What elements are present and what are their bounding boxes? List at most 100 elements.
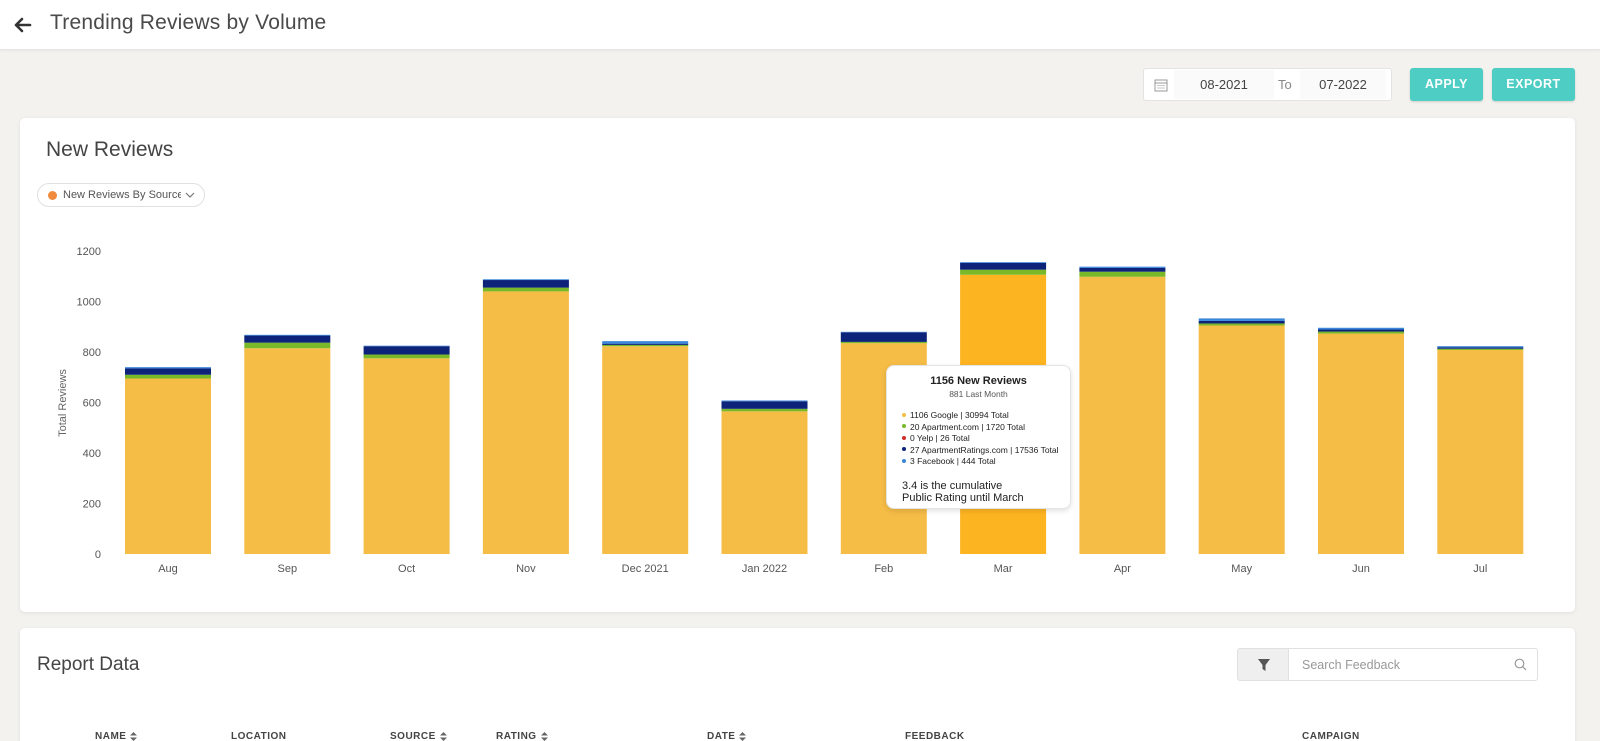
column-header-source[interactable]: SOURCE	[390, 731, 447, 741]
sort-icon	[540, 731, 548, 741]
tooltip-footer-line1: 3.4 is the cumulative	[902, 480, 1003, 492]
bar-apartment	[125, 374, 211, 379]
bar-apartmentratings	[960, 262, 1047, 270]
bar-facebook	[960, 262, 1047, 263]
tooltip-list: 1106 Google | 30994 Total 20 Apartment.c…	[902, 410, 1059, 468]
back-arrow-icon[interactable]	[10, 12, 36, 38]
search-icon[interactable]	[1514, 658, 1527, 671]
bar-apartmentratings	[363, 346, 450, 355]
x-tick-label: May	[1231, 563, 1252, 575]
tooltip-title: 1156 New Reviews	[930, 375, 1027, 387]
filter-icon	[1258, 659, 1270, 671]
bar-apartment	[1437, 348, 1524, 350]
y-axis-label: Total Reviews	[57, 369, 69, 437]
source-color-dot	[48, 191, 57, 200]
sort-icon	[739, 731, 747, 741]
bar-apartmentratings	[1437, 347, 1524, 349]
column-header-name[interactable]: NAME	[95, 731, 138, 741]
y-tick-label: 800	[83, 347, 101, 359]
bar-apartment	[960, 269, 1047, 275]
sort-icon	[130, 731, 138, 741]
x-tick-label: Sep	[278, 563, 298, 575]
bar-apartmentratings	[125, 368, 211, 375]
tooltip-item-yelp: 0 Yelp | 26 Total	[902, 433, 1059, 445]
report-data-card: Report Data NAME LOCATION SOURCE RATING …	[20, 628, 1575, 741]
bar-apartment	[721, 408, 808, 412]
chevron-down-icon	[185, 192, 195, 198]
bar-google	[363, 358, 450, 554]
bar-apartment	[363, 354, 450, 359]
date-to-label: To	[1278, 77, 1292, 92]
bar-google	[482, 291, 569, 554]
bar-facebook	[602, 341, 689, 344]
x-tick-label: Aug	[158, 563, 178, 575]
bar-apartmentratings	[602, 343, 689, 345]
chart-card-title: New Reviews	[46, 138, 174, 161]
date-range-picker[interactable]: 08-2021 To 07-2022	[1143, 68, 1392, 101]
report-title: Report Data	[37, 654, 140, 675]
column-header-label: SOURCE	[390, 731, 436, 741]
tooltip-footer: 3.4 is the cumulative Public Rating unti…	[902, 480, 1062, 504]
source-select-dropdown[interactable]: New Reviews By Source	[37, 183, 205, 207]
y-tick-label: 600	[83, 398, 101, 410]
tooltip-item-google: 1106 Google | 30994 Total	[902, 410, 1059, 422]
stacked-bar-chart: 0 200 400 600 800 1000 1200 Total Reviews Aug Sep…	[57, 246, 1524, 575]
calendar-icon	[1154, 79, 1168, 92]
column-header-campaign: CAMPAIGN	[1302, 731, 1360, 741]
bar-apartment	[482, 287, 569, 292]
bar-google	[1079, 276, 1166, 554]
bar-facebook	[1318, 327, 1404, 330]
column-header-date[interactable]: DATE	[707, 731, 747, 741]
bar-apartmentratings	[840, 332, 927, 342]
tooltip-item-facebook: 3 Facebook | 444 Total	[902, 456, 1059, 468]
google-dot-icon	[902, 412, 906, 417]
x-tick-label: Apr	[1114, 563, 1131, 575]
y-tick-label: 1000	[77, 297, 101, 309]
tooltip-item-text: 0 Yelp | 26 Total	[910, 433, 970, 443]
x-tick-label: Jun	[1352, 563, 1370, 575]
tooltip-item-text: 27 ApartmentRatings.com | 17536 Total	[910, 444, 1059, 455]
y-tick-label: 200	[83, 499, 101, 511]
bar-apartmentratings	[721, 401, 808, 409]
bar-google	[1198, 325, 1285, 554]
tooltip-footer-line2: Public Rating until March	[902, 492, 1024, 504]
date-to-input[interactable]: 07-2022	[1300, 70, 1386, 99]
column-header-label: FEEDBACK	[905, 731, 965, 741]
bar-apartmentratings	[244, 335, 331, 343]
search-box	[1288, 648, 1538, 681]
column-header-rating[interactable]: RATING	[496, 731, 548, 741]
tooltip-subtitle: 881 Last Month	[949, 389, 1008, 399]
column-header-location: LOCATION	[231, 731, 286, 741]
facebook-dot-icon	[902, 458, 906, 463]
y-tick-label: 1200	[77, 246, 101, 258]
tooltip-item-text: 1106 Google | 30994 Total	[910, 410, 1009, 420]
bar-apartment	[840, 341, 927, 344]
bar-google	[602, 346, 689, 554]
tooltip-item-apartment: 20 Apartment.com | 1720 Total	[902, 422, 1059, 434]
bar-facebook	[363, 345, 450, 347]
x-tick-label: Jan 2022	[742, 563, 787, 575]
search-input[interactable]	[1289, 649, 1509, 680]
apartmentratings-dot-icon	[902, 447, 906, 452]
bar-google	[1437, 349, 1524, 554]
bar-apartment	[1198, 323, 1285, 326]
y-tick-label: 400	[83, 448, 101, 460]
sort-icon	[439, 731, 447, 741]
column-header-label: CAMPAIGN	[1302, 731, 1360, 741]
bar-apartmentratings	[1198, 320, 1285, 324]
column-header-label: DATE	[707, 731, 736, 741]
chart-tooltip: 1156 New Reviews 881 Last Month 1106 Goo…	[886, 365, 1071, 509]
filter-button[interactable]	[1237, 648, 1289, 681]
bar-facebook	[1079, 266, 1166, 268]
date-from-input[interactable]: 08-2021	[1174, 70, 1274, 99]
column-header-label: RATING	[496, 731, 537, 741]
bar-facebook	[840, 331, 927, 333]
bar-google	[721, 411, 808, 554]
apply-button[interactable]: APPLY	[1410, 68, 1483, 101]
bar-facebook	[125, 367, 211, 369]
bar-apartment	[1318, 331, 1404, 334]
bar-apartment	[602, 344, 689, 347]
apartment-dot-icon	[902, 424, 906, 429]
x-tick-label: Dec 2021	[622, 563, 669, 575]
export-button[interactable]: EXPORT	[1492, 68, 1575, 101]
